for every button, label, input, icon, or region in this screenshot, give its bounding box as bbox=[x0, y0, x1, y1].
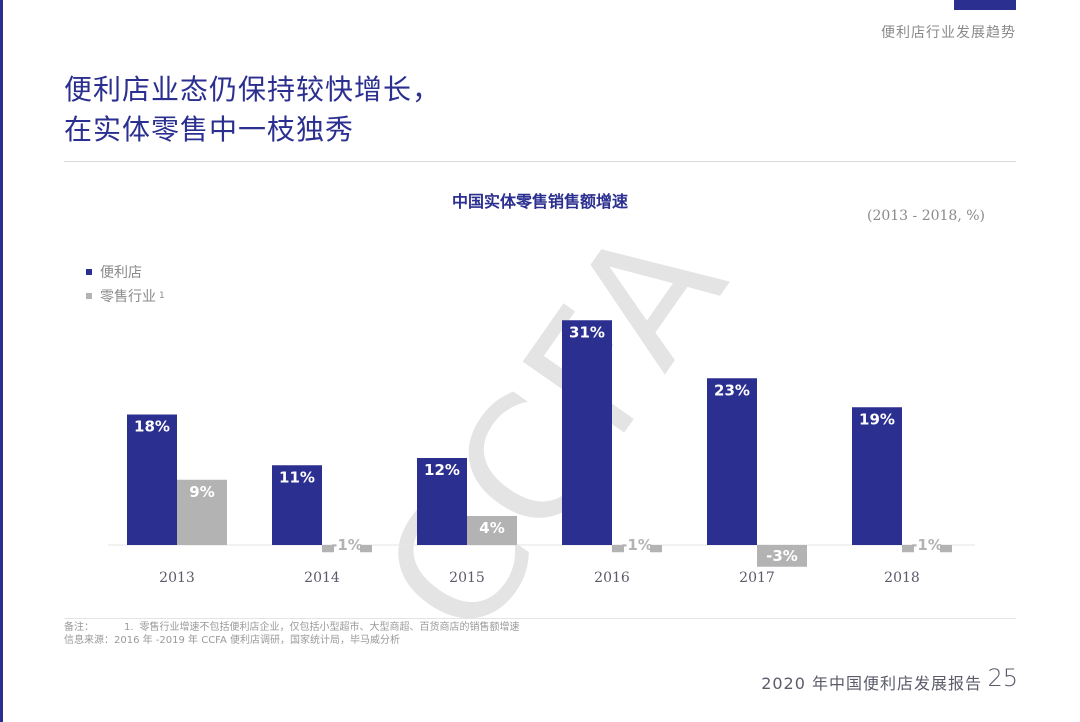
data-label-convenience-store-2018: 19% bbox=[859, 410, 895, 428]
headline-divider bbox=[64, 161, 1016, 162]
bar-convenience-store-2015 bbox=[417, 458, 467, 545]
headline-line-1: 便利店业态仍保持较快增长， bbox=[64, 73, 442, 106]
bar-convenience-store-2018 bbox=[852, 407, 902, 545]
headline-line-2: 在实体零售中一枝独秀 bbox=[64, 113, 355, 146]
footnote-note: 备注： 1. 零售行业增速不包括便利店企业，仅包括小型超市、大型商超、百货商店的销售… bbox=[64, 621, 520, 634]
legend-item-retail-industry: 零售行业 1 bbox=[86, 284, 165, 308]
page-number: 25 bbox=[987, 664, 1018, 692]
left-accent-rule bbox=[0, 0, 3, 722]
footnote-note-label: 备注： bbox=[64, 622, 94, 633]
bar-convenience-store-2013 bbox=[127, 414, 177, 545]
x-tick-label-2015: 2015 bbox=[449, 570, 485, 586]
data-label-convenience-store-2017: 23% bbox=[714, 381, 750, 399]
x-tick-label-2013: 2013 bbox=[159, 570, 195, 586]
data-label-retail-industry-2013: 9% bbox=[189, 483, 214, 501]
bar-convenience-store-2014 bbox=[272, 465, 322, 545]
legend-label-retail-industry: 零售行业 bbox=[100, 289, 156, 305]
chart-title: 中国实体零售销售额增速 bbox=[451, 192, 628, 211]
x-tick-label-2016: 2016 bbox=[594, 570, 630, 586]
bar-retail-industry-2015 bbox=[467, 516, 517, 545]
data-label-convenience-store-2015: 12% bbox=[424, 461, 460, 479]
chart-unit-note: (2013 - 2018, %) bbox=[866, 208, 985, 224]
footnote-note-number: 1. bbox=[124, 622, 134, 633]
x-tick-label-2014: 2014 bbox=[304, 570, 340, 586]
top-accent-tab bbox=[954, 0, 1016, 10]
data-label-retail-industry-2016: -1% bbox=[621, 536, 653, 554]
bar-convenience-store-2016 bbox=[562, 320, 612, 545]
footnote-source: 信息来源：2016 年 -2019 年 CCFA 便利店调研，国家统计局，毕马威… bbox=[64, 635, 401, 646]
section-label: 便利店行业发展趋势 bbox=[881, 25, 1016, 41]
data-label-convenience-store-2016: 31% bbox=[569, 323, 605, 341]
x-tick-label-2018: 2018 bbox=[884, 570, 920, 586]
data-label-retail-industry-2014: -1% bbox=[331, 536, 363, 554]
footnote-divider bbox=[64, 618, 1016, 619]
data-label-retail-industry-2018: -1% bbox=[911, 536, 943, 554]
legend-item-convenience-store: 便利店 bbox=[86, 260, 165, 284]
bar-retail-industry-2013 bbox=[177, 479, 227, 545]
label-bg-retail-industry-2016 bbox=[624, 537, 650, 553]
data-label-convenience-store-2013: 18% bbox=[134, 418, 170, 436]
footnote-note-text: 零售行业增速不包括便利店企业，仅包括小型超市、大型商超、百货商店的销售额增速 bbox=[139, 622, 520, 633]
data-label-retail-industry-2017: -3% bbox=[766, 547, 798, 565]
data-label-retail-industry-2015: 4% bbox=[479, 519, 504, 537]
label-bg-retail-industry-2017 bbox=[761, 547, 803, 565]
x-tick-label-2017: 2017 bbox=[739, 570, 775, 586]
bar-convenience-store-2017 bbox=[707, 378, 757, 545]
chart-legend: 便利店 零售行业 1 bbox=[86, 260, 165, 308]
report-title: 2020 年中国便利店发展报告 bbox=[761, 674, 982, 693]
legend-label-convenience-store: 便利店 bbox=[100, 265, 142, 281]
page-headline: 便利店业态仍保持较快增长， 在实体零售中一枝独秀 bbox=[64, 70, 441, 150]
legend-swatch-retail-industry bbox=[86, 293, 92, 299]
legend-swatch-convenience-store bbox=[86, 269, 92, 275]
label-bg-retail-industry-2018 bbox=[914, 537, 940, 553]
legend-footnote-marker: 1 bbox=[159, 291, 165, 301]
label-bg-retail-industry-2014 bbox=[334, 537, 360, 553]
data-label-convenience-store-2014: 11% bbox=[279, 468, 315, 486]
footnotes: 备注： 1. 零售行业增速不包括便利店企业，仅包括小型超市、大型商超、百货商店的销售… bbox=[64, 621, 520, 647]
